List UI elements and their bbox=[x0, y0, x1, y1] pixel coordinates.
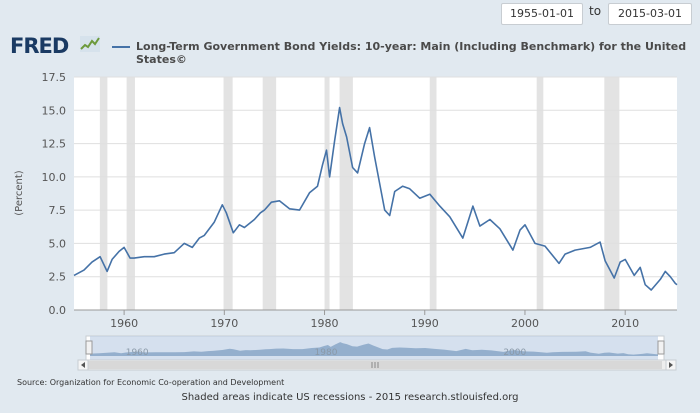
date-range-to-label: to bbox=[589, 4, 602, 18]
recession-footnote: Shaded areas indicate US recessions - 20… bbox=[181, 392, 519, 403]
recession-shading bbox=[99, 77, 620, 310]
source-note: Source: Organization for Economic Co-ope… bbox=[17, 378, 285, 387]
x-tick-label: 2010 bbox=[611, 317, 639, 330]
recession-band bbox=[223, 77, 233, 310]
x-tick-label: 2000 bbox=[511, 317, 539, 330]
recession-band bbox=[536, 77, 544, 310]
recession-band bbox=[126, 77, 135, 310]
navigator-tick-label: 1980 bbox=[315, 348, 338, 358]
end-date-input[interactable] bbox=[608, 3, 692, 25]
y-tick-label: 5.0 bbox=[49, 237, 67, 250]
navigator-ticks: 1960 1980 2000 bbox=[126, 348, 527, 358]
x-tick-label: 1970 bbox=[210, 317, 238, 330]
fred-logo-graph-icon bbox=[80, 36, 100, 52]
series-line-10y-yield bbox=[73, 106, 678, 291]
navigator-series-area bbox=[90, 342, 658, 356]
recession-band bbox=[339, 77, 353, 310]
recession-band bbox=[429, 77, 437, 310]
plot-area-background bbox=[74, 77, 677, 310]
y-tick-label: 7.5 bbox=[49, 204, 67, 217]
x-tick-label: 1980 bbox=[311, 317, 339, 330]
y-tick-label: 15.0 bbox=[42, 104, 67, 117]
legend-series-swatch bbox=[112, 46, 130, 48]
navigator-handle-left[interactable] bbox=[85, 340, 93, 355]
start-date-input[interactable] bbox=[501, 3, 583, 25]
x-axis-ticks: 1960 1970 1980 1990 2000 2010 bbox=[110, 310, 639, 330]
y-tick-label: 10.0 bbox=[42, 171, 67, 184]
scroll-right-arrow-icon bbox=[669, 362, 673, 368]
chart-title: Long-Term Government Bond Yields: 10-yea… bbox=[136, 40, 687, 66]
navigator-tick-label: 2000 bbox=[503, 348, 526, 358]
navigator[interactable]: 1960 1980 2000 bbox=[77, 335, 677, 371]
recession-band bbox=[604, 77, 620, 310]
y-tick-label: 2.5 bbox=[49, 271, 67, 284]
fred-logo[interactable]: FRED bbox=[10, 34, 69, 58]
y-tick-label: 12.5 bbox=[42, 138, 67, 151]
x-tick-label: 1990 bbox=[411, 317, 439, 330]
y-tick-label: 0.0 bbox=[49, 304, 67, 317]
y-axis-label: (Percent) bbox=[14, 170, 25, 216]
recession-band bbox=[324, 77, 330, 310]
navigator-tick-label: 1960 bbox=[126, 348, 149, 358]
navigator-grip-icon bbox=[371, 362, 379, 368]
x-tick-label: 1960 bbox=[110, 317, 138, 330]
scroll-left-arrow-icon bbox=[81, 362, 85, 368]
navigator-handle-right[interactable] bbox=[657, 340, 665, 355]
y-tick-label: 17.5 bbox=[42, 71, 67, 84]
recession-band bbox=[262, 77, 277, 310]
y-axis-ticks: 0.0 2.5 5.0 7.5 10.0 12.5 15.0 17.5 bbox=[42, 71, 67, 317]
recession-band bbox=[99, 77, 108, 310]
